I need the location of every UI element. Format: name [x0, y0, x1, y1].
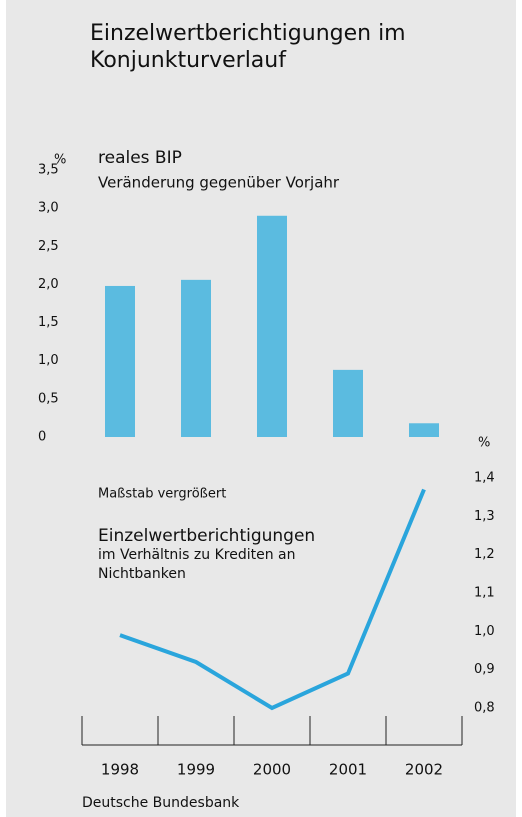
y-tick-label: 2,5: [38, 239, 59, 254]
y-tick-label: 3,5: [38, 163, 59, 178]
x-tick-label: 2002: [405, 761, 443, 779]
bar: [409, 423, 439, 437]
line: [119, 488, 426, 711]
y-tick-label: 1,0: [38, 353, 59, 368]
y-unit: %: [54, 153, 66, 168]
y2-tick-label: 1,4: [474, 471, 495, 486]
bar: [181, 279, 211, 437]
y2-tick-label: 1,3: [474, 509, 495, 524]
series-name: Einzelwertberichtigungen: [98, 526, 315, 546]
series-description: im Verhältnis zu Krediten an Nichtbanken: [98, 547, 296, 582]
y2-tick-label: 0,9: [474, 662, 495, 677]
x-tick-label: 2000: [253, 761, 291, 779]
note: Maßstab vergrößert: [98, 487, 226, 502]
y2-tick-label: 0,8: [474, 701, 495, 716]
y-tick-label: 1,5: [38, 315, 59, 330]
y-tick-label: 2,0: [38, 277, 59, 292]
y2-unit: %: [478, 436, 490, 451]
x-tick-label: 1998: [101, 761, 139, 779]
series-description: Veränderung gegenüber Vorjahr: [98, 174, 340, 192]
y-tick-label: 0: [38, 430, 46, 445]
bar: [105, 285, 135, 437]
y-tick-label: 0,5: [38, 391, 59, 406]
source: Deutsche Bundesbank: [82, 795, 240, 811]
y2-tick-label: 1,2: [474, 547, 495, 562]
bar: [333, 369, 363, 437]
chart-title: Einzelwertberichtigungen im Konjunkturve…: [90, 21, 406, 73]
bar: [257, 215, 287, 437]
y-tick-label: 3,0: [38, 201, 59, 216]
y2-tick-label: 1,1: [474, 586, 495, 601]
x-tick-label: 1999: [177, 761, 215, 779]
series-name: reales BIP: [98, 148, 182, 168]
y2-tick-label: 1,0: [474, 624, 495, 639]
x-tick-label: 2001: [329, 761, 367, 779]
